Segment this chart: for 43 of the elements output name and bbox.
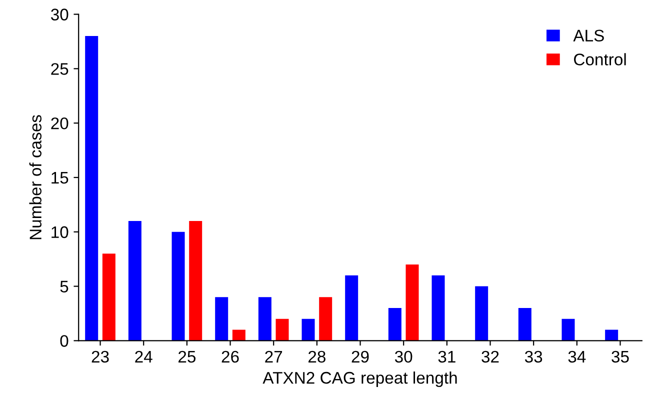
- bar: [319, 297, 332, 341]
- x-tick-label: 30: [394, 350, 412, 363]
- x-tick-label: 28: [308, 350, 326, 363]
- bar: [189, 221, 202, 341]
- x-tick-label: 35: [612, 350, 629, 363]
- bar: [432, 275, 445, 341]
- bar: [128, 221, 142, 341]
- x-tick-label: 29: [352, 350, 369, 363]
- x-tick-label: 27: [265, 350, 282, 362]
- y-axis-title: Number of cases: [29, 115, 42, 240]
- bar: [102, 254, 116, 341]
- x-tick-label: 23: [92, 350, 109, 363]
- y-tick-label: 20: [51, 117, 68, 130]
- bar: [232, 330, 246, 341]
- bar: [345, 275, 358, 341]
- bar: [388, 308, 402, 341]
- y-tick-label: 15: [52, 172, 68, 184]
- bar: [406, 264, 419, 341]
- x-tick-label: 26: [222, 350, 239, 363]
- y-tick-label: 10: [52, 226, 68, 238]
- bar: [215, 297, 228, 341]
- legend-label: Control: [574, 53, 626, 66]
- bar: [302, 318, 315, 341]
- bar: [518, 308, 532, 341]
- bar: [562, 318, 575, 341]
- bar: [276, 318, 289, 341]
- y-tick-label: 25: [51, 63, 68, 75]
- x-tick-label: 32: [482, 350, 499, 363]
- x-tick-label: 25: [178, 350, 196, 363]
- bar: [85, 36, 98, 341]
- x-tick-label: 33: [524, 350, 542, 363]
- x-axis-title: ATXN2 CAG repeat length: [262, 371, 457, 388]
- bar: [475, 286, 488, 341]
- y-tick-label: 30: [50, 8, 68, 20]
- x-tick-label: 34: [568, 350, 586, 363]
- legend-label: ALS: [573, 30, 604, 42]
- bar: [258, 297, 272, 341]
- x-tick-label: 31: [438, 350, 456, 363]
- y-tick-label: 5: [60, 280, 68, 292]
- bar: [172, 232, 185, 341]
- bar: [605, 330, 618, 341]
- x-tick-label: 24: [135, 350, 152, 362]
- y-tick-label: 0: [60, 335, 68, 347]
